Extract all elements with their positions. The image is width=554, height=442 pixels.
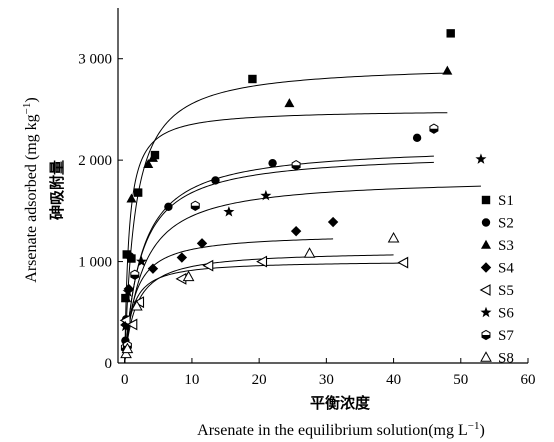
point-s2 (164, 202, 173, 211)
point-s1 (248, 74, 257, 84)
point-s4 (290, 225, 302, 237)
point-s6 (122, 286, 134, 297)
legend-item-s2: S2 (481, 216, 514, 232)
legend-item-s7: S7 (481, 328, 514, 344)
x-tick-label: 40 (386, 372, 401, 388)
axes: 0 10 20 30 40 50 60 0 1 000 2 000 3 000 (78, 8, 536, 388)
x-tick-label: 20 (252, 372, 267, 388)
legend-label: S2 (498, 216, 514, 232)
point-s6 (260, 189, 272, 201)
legend-item-s1: S1 (481, 193, 514, 209)
legend-item-s6: S6 (480, 306, 514, 322)
legend-marker-s5 (479, 284, 491, 296)
legend-marker-s6 (480, 306, 492, 318)
x-axis-title: Arsenate in the equilibrium solution(mg … (197, 420, 485, 439)
point-s4 (147, 263, 159, 274)
x-tick-label: 0 (121, 372, 129, 388)
point-s8 (120, 347, 132, 359)
point-s3 (143, 159, 154, 168)
x-tick-label: 60 (521, 372, 536, 388)
legend-marker-s3 (481, 239, 491, 249)
point-s7 (429, 123, 439, 134)
point-s6 (475, 153, 487, 164)
legend-item-s3: S3 (481, 238, 514, 254)
point-s8 (130, 299, 143, 311)
point-s6 (119, 320, 131, 332)
legend-marker-s8 (480, 351, 492, 362)
legend-marker-s4 (480, 262, 492, 273)
point-s7 (190, 200, 200, 211)
data-points (119, 29, 487, 359)
y-tick-label: 0 (105, 356, 113, 372)
fit-curve-s5 (124, 262, 408, 364)
point-s5 (202, 259, 214, 272)
point-s2 (125, 252, 135, 261)
legend-marker-s7 (481, 329, 491, 341)
point-s7 (291, 160, 301, 171)
point-s8 (182, 270, 195, 282)
point-s4 (176, 252, 188, 263)
fit-curve-s7 (124, 161, 434, 364)
point-s3 (126, 193, 137, 203)
point-s4 (327, 216, 339, 228)
fit-curve-s1 (124, 112, 448, 364)
point-s4 (196, 238, 208, 249)
point-s3 (442, 65, 453, 75)
point-s5 (256, 255, 268, 268)
legend-label: S7 (498, 328, 514, 344)
y-tick-label: 1 000 (78, 255, 112, 271)
point-s2 (412, 133, 422, 143)
point-s3 (147, 152, 158, 162)
fit-curve-s3 (124, 72, 448, 364)
legend: S1 S2 S3 S4 S5 S6 S7 S8 (479, 193, 514, 367)
legend-label: S6 (498, 306, 514, 322)
legend-marker-s1 (481, 195, 491, 205)
x-axis-title-cn: 平衡浓度 (310, 394, 371, 412)
point-s2 (211, 176, 220, 185)
point-s3 (121, 292, 132, 302)
legend-label: S1 (498, 193, 514, 209)
point-s6 (136, 255, 148, 267)
point-s1 (150, 150, 160, 160)
point-s5 (126, 318, 138, 331)
legend-label: S3 (498, 238, 514, 254)
legend-item-s4: S4 (480, 261, 514, 277)
point-s1 (133, 188, 143, 197)
legend-label: S8 (498, 351, 514, 367)
point-s5 (397, 256, 409, 269)
legend-item-s5: S5 (479, 283, 514, 299)
point-s6 (223, 206, 235, 217)
fit-curve-s2 (124, 155, 434, 364)
legend-marker-s2 (481, 218, 491, 227)
legend-label: S5 (498, 283, 514, 299)
legend-item-s8: S8 (480, 351, 514, 367)
y-tick-label: 2 000 (78, 153, 112, 169)
fit-curve-s4 (124, 238, 334, 364)
legend-label: S4 (498, 261, 514, 277)
point-s8 (121, 342, 134, 354)
point-s1 (446, 29, 455, 38)
point-s8 (387, 232, 400, 243)
y-axis-title: Arsenate adsorbed (mg kg−1) (21, 97, 40, 282)
point-s3 (284, 98, 295, 108)
fit-curves (124, 72, 481, 364)
fit-curve-s8 (124, 254, 394, 364)
point-s8 (303, 247, 316, 258)
point-s2 (268, 158, 277, 168)
x-tick-label: 30 (319, 372, 334, 388)
x-tick-label: 50 (453, 372, 468, 388)
fit-curve-s6 (124, 185, 481, 364)
point-s7 (130, 269, 140, 280)
x-tick-label: 10 (184, 372, 199, 388)
y-tick-label: 3 000 (78, 52, 112, 68)
y-axis-title-cn: 砷吸附量 (48, 160, 66, 220)
